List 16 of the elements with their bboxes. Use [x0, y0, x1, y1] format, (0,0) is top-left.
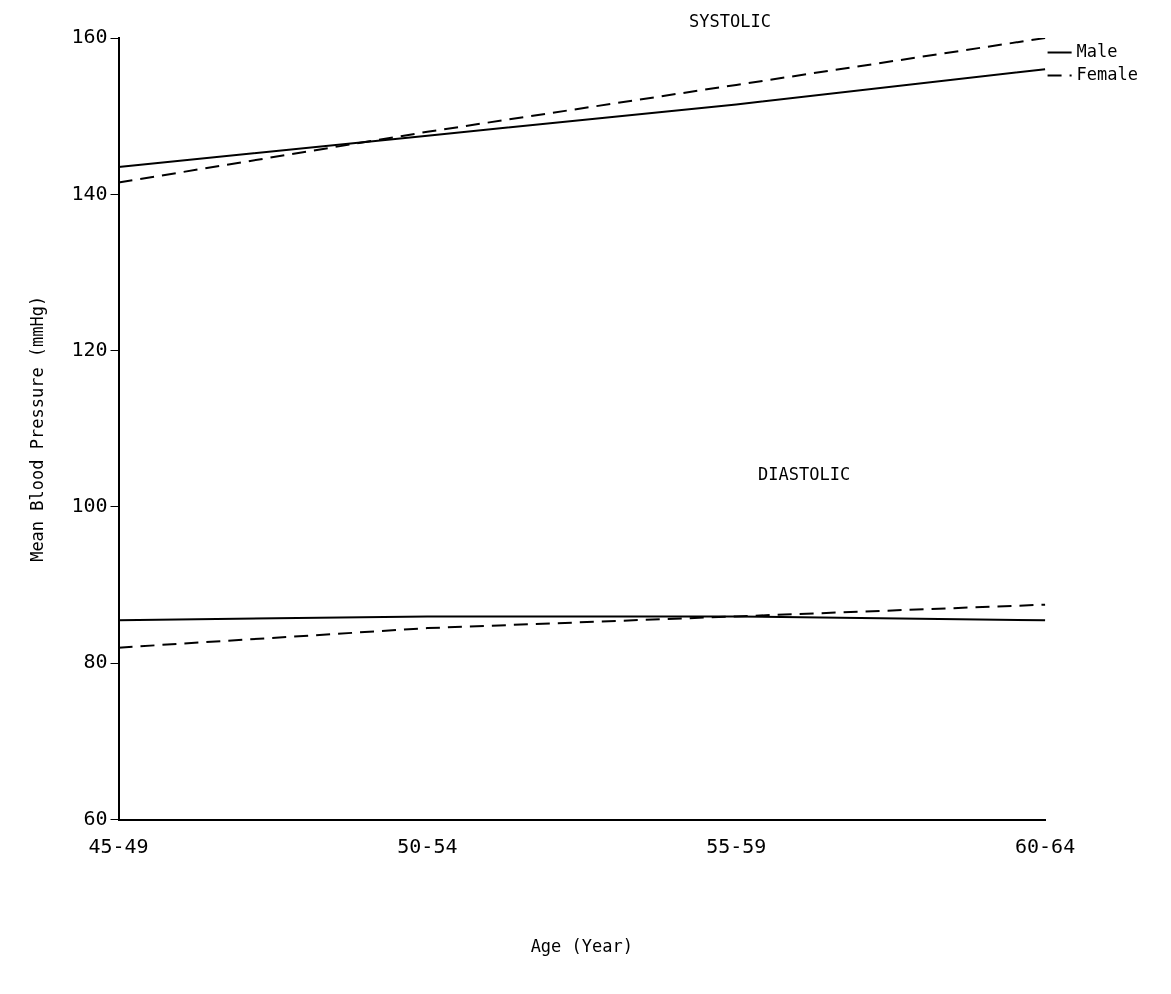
x-tick-label: 60-64 — [1014, 833, 1076, 858]
x-axis-title: Age (Year) — [530, 936, 633, 957]
y-tick-label: 60 — [83, 805, 108, 830]
y-tick-label: 140 — [71, 180, 108, 205]
x-tick-label: 45-49 — [88, 833, 149, 858]
x-tick-label: 55-59 — [706, 833, 767, 858]
y-tick-label: 120 — [71, 336, 108, 361]
y-tick-label: 160 — [71, 24, 108, 49]
x-tick-label: 50-54 — [397, 833, 458, 858]
text: SYSTOLIC — [689, 10, 771, 31]
y-tick-label: 100 — [71, 493, 108, 518]
legend-label: Male — [1076, 40, 1118, 61]
y-tick-label: 80 — [83, 649, 108, 674]
annotation: DIASTOLIC — [758, 464, 851, 485]
y-axis-title: Mean Blood Pressure (mmHg) — [26, 295, 47, 562]
legend-label: Female — [1076, 63, 1139, 84]
